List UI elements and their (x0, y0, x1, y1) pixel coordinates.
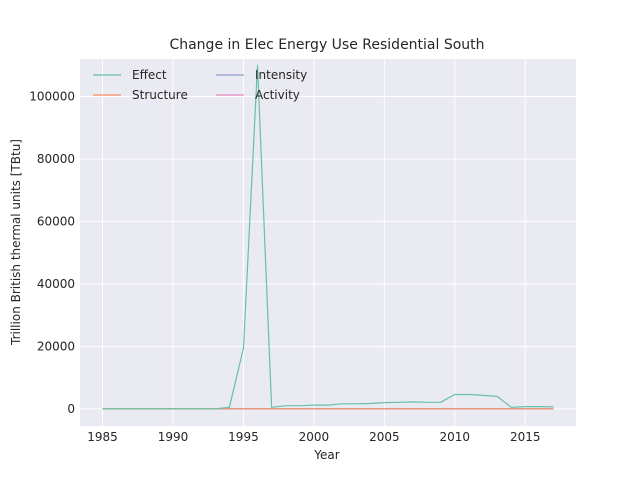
tick-labels: 1985 1990 1995 2000 2005 2010 2015 0 20000 40000 6… (29, 89, 540, 444)
y-axis-label: Trillion British thermal units [TBtu] (9, 139, 23, 346)
y-tick-label: 80000 (37, 152, 75, 166)
series-lines (102, 64, 554, 410)
x-tick-label: 2015 (510, 430, 541, 444)
y-tick-label: 0 (67, 402, 75, 416)
x-tick-label: 2000 (299, 430, 330, 444)
chart-title: Change in Elec Energy Use Residential So… (169, 37, 484, 53)
grid (80, 59, 576, 426)
legend-label-intensity: Intensity (255, 68, 307, 82)
x-tick-label: 2005 (369, 430, 400, 444)
y-tick-label: 40000 (37, 277, 75, 291)
legend-label-effect: Effect (132, 68, 167, 82)
y-tick-label: 20000 (37, 339, 75, 353)
x-tick-label: 1985 (87, 430, 118, 444)
legend-label-activity: Activity (255, 88, 300, 102)
plot-area (80, 59, 576, 426)
x-tick-label: 2010 (440, 430, 471, 444)
legend: Effect Structure Intensity Activity (93, 68, 307, 102)
series-line-effect (102, 64, 554, 410)
x-axis-label: Year (313, 448, 339, 462)
x-tick-label: 1995 (228, 430, 259, 444)
legend-label-structure: Structure (132, 88, 188, 102)
x-tick-label: 1990 (158, 430, 189, 444)
y-tick-label: 100000 (29, 89, 75, 103)
y-tick-label: 60000 (37, 214, 75, 228)
